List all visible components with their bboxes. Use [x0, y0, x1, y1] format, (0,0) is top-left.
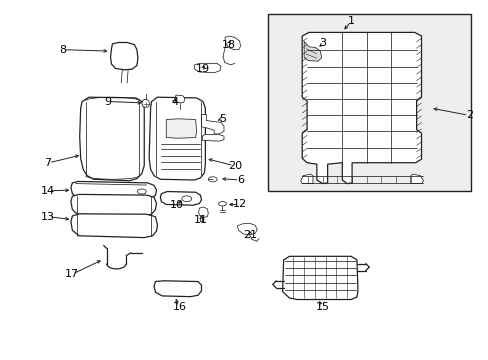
Text: 12: 12 [232, 199, 246, 210]
Polygon shape [154, 281, 201, 297]
Text: 13: 13 [41, 212, 55, 222]
Text: 7: 7 [44, 158, 51, 168]
Text: 8: 8 [59, 45, 66, 55]
Polygon shape [110, 42, 138, 70]
Text: 19: 19 [196, 64, 209, 74]
Text: 20: 20 [227, 161, 241, 171]
Text: 9: 9 [104, 96, 111, 107]
Polygon shape [175, 95, 184, 103]
Polygon shape [282, 256, 357, 300]
Ellipse shape [182, 196, 191, 202]
Text: 2: 2 [465, 110, 472, 120]
Polygon shape [194, 63, 221, 73]
Ellipse shape [137, 189, 146, 194]
Polygon shape [198, 207, 208, 217]
Text: 16: 16 [173, 302, 186, 312]
Text: 14: 14 [41, 186, 55, 196]
Text: 6: 6 [237, 175, 244, 185]
Text: 15: 15 [315, 302, 329, 312]
Text: 11: 11 [193, 215, 207, 225]
Bar [267, 14, 470, 191]
Text: 5: 5 [219, 114, 225, 124]
Text: 10: 10 [170, 200, 183, 210]
Polygon shape [80, 97, 144, 181]
Ellipse shape [218, 202, 226, 206]
Polygon shape [202, 135, 224, 141]
Text: 3: 3 [319, 38, 325, 48]
Ellipse shape [208, 177, 217, 182]
Polygon shape [71, 214, 157, 238]
Polygon shape [201, 114, 224, 134]
Text: 1: 1 [347, 16, 354, 26]
Polygon shape [410, 174, 423, 184]
Polygon shape [71, 181, 156, 200]
Polygon shape [237, 223, 257, 235]
Polygon shape [224, 36, 240, 50]
Polygon shape [302, 32, 421, 184]
Text: 18: 18 [222, 40, 235, 50]
Polygon shape [160, 192, 201, 205]
Polygon shape [304, 41, 321, 61]
Polygon shape [149, 97, 205, 180]
Polygon shape [142, 99, 149, 107]
Polygon shape [71, 194, 156, 216]
Text: 17: 17 [65, 269, 79, 279]
Text: 21: 21 [243, 230, 257, 240]
Polygon shape [300, 174, 312, 184]
Polygon shape [166, 119, 196, 138]
Text: 4: 4 [171, 96, 178, 107]
